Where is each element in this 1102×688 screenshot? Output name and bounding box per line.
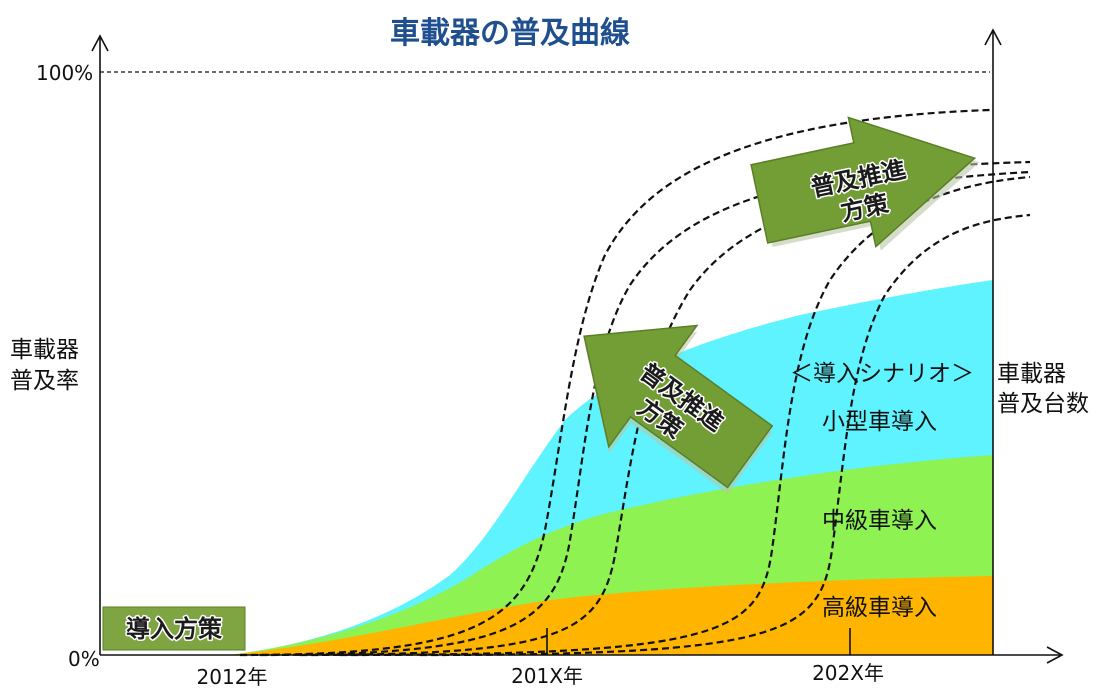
- scenario-layer-label-small-car: 小型車導入: [822, 409, 937, 435]
- scenario-layer-label-luxury-car: 高級車導入: [822, 595, 937, 621]
- bottom-axis-arrowhead: [1046, 646, 1064, 664]
- x-axis-tick-label: 202X年: [812, 661, 884, 685]
- left-axis-label-line1: 車載器: [10, 337, 79, 363]
- x-axis-tick-label: 201X年: [511, 664, 583, 688]
- right-axis-label-line2: 普及台数: [997, 391, 1089, 417]
- promotion-arrow-lower-shape: [583, 324, 774, 489]
- adoption-s-curve: [239, 108, 991, 657]
- left-axis-tick-100: 100%: [36, 61, 93, 85]
- left-axis-tick-0: 0%: [68, 647, 100, 671]
- promotion-arrow-upper-shape: [750, 116, 977, 249]
- page-title: 車載器の普及曲線: [390, 16, 630, 51]
- scenario-layer-label-mid-car: 中級車導入: [822, 508, 937, 534]
- policy-box-shape: [102, 606, 246, 651]
- left-axis-arrowhead: [91, 34, 109, 52]
- promotion-arrow-upper: 普及推進 方策: [750, 116, 980, 251]
- right-axis-arrowhead: [984, 28, 1002, 46]
- luxury-car-area: [230, 576, 993, 655]
- scenario-heading: ＜導入シナリオ＞: [790, 361, 974, 387]
- left-axis-label-line2: 普及率: [10, 368, 79, 394]
- policy-box: 導入方策: [102, 606, 246, 651]
- policy-box-label: 導入方策: [126, 615, 223, 643]
- right-axis-label-line1: 車載器: [997, 361, 1066, 387]
- x-axis-tick-label: 2012年: [197, 665, 268, 688]
